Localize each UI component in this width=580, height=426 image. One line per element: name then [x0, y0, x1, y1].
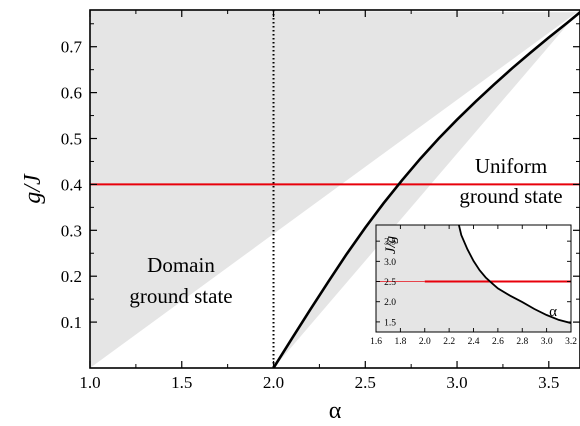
y-tick-label: 0.3	[61, 221, 82, 240]
inset-x-tick-label: 3.2	[565, 337, 577, 347]
x-tick-label: 3.5	[538, 373, 559, 392]
y-tick-label: 0.6	[61, 84, 82, 103]
inset-y-tick-label: 3.0	[384, 258, 396, 268]
main-plot-frame	[89, 9, 580, 369]
inset-y-axis-title: J/g	[383, 235, 399, 254]
inset-plot: 1.6 1.8 2.0 2.2 2.4 2.6 2.8 3.0 3.2 1.5 2.0 2.5 3.0 3…	[370, 224, 577, 347]
inset-y-tick-label: 2.5	[384, 278, 396, 288]
x-tick-label: 2.0	[263, 373, 284, 392]
inset-x-axis-title: α	[549, 304, 557, 320]
inset-x-tick-label: 1.8	[394, 337, 406, 347]
y-tick-label: 0.4	[61, 175, 83, 194]
inset-domain-region-fill	[376, 225, 571, 332]
y-tick-label: 0.1	[61, 313, 82, 332]
main-plot-area	[90, 10, 580, 368]
inset-y-tick-label: 3.5	[384, 238, 396, 248]
inset-x-tick-label: 2.4	[468, 337, 480, 347]
inset-y-tick-label: 1.5	[384, 318, 396, 328]
domain-region-fill	[90, 10, 580, 368]
x-tick-label: 1.5	[171, 373, 192, 392]
inset-x-tick-label: 2.0	[419, 337, 431, 347]
y-tick-label: 0.2	[61, 267, 82, 286]
domain-label-line1: Domain	[147, 253, 215, 277]
inset-plot-area	[376, 225, 571, 332]
x-tick-label: 2.5	[355, 373, 376, 392]
inset-x-tick-label: 2.6	[492, 337, 504, 347]
inset-x-tick-label: 1.6	[370, 337, 382, 347]
x-tick-label: 1.0	[79, 373, 100, 392]
inset-x-tick-label: 2.2	[443, 337, 455, 347]
inset-x-tick-label: 3.0	[541, 337, 553, 347]
main-plot: 1.0 1.5 2.0 2.5 3.0 3.5 0.1 0.2 0.3 0.4 0.5 0.6 0.7 α…	[20, 9, 580, 424]
domain-label-line2: ground state	[129, 284, 232, 308]
phase-boundary-curve	[272, 11, 580, 368]
inset-x-tick-label: 2.8	[516, 337, 528, 347]
x-axis-title: α	[329, 398, 342, 424]
y-tick-label: 0.7	[61, 38, 83, 57]
inset-y-tick-label: 2.0	[384, 298, 396, 308]
uniform-label-line2: ground state	[459, 184, 562, 208]
x-tick-label: 3.0	[446, 373, 467, 392]
y-axis-title: g/J	[20, 173, 46, 204]
inset-boundary-curve	[458, 225, 571, 324]
uniform-label-line1: Uniform	[475, 154, 547, 178]
y-tick-label: 0.5	[61, 130, 82, 149]
